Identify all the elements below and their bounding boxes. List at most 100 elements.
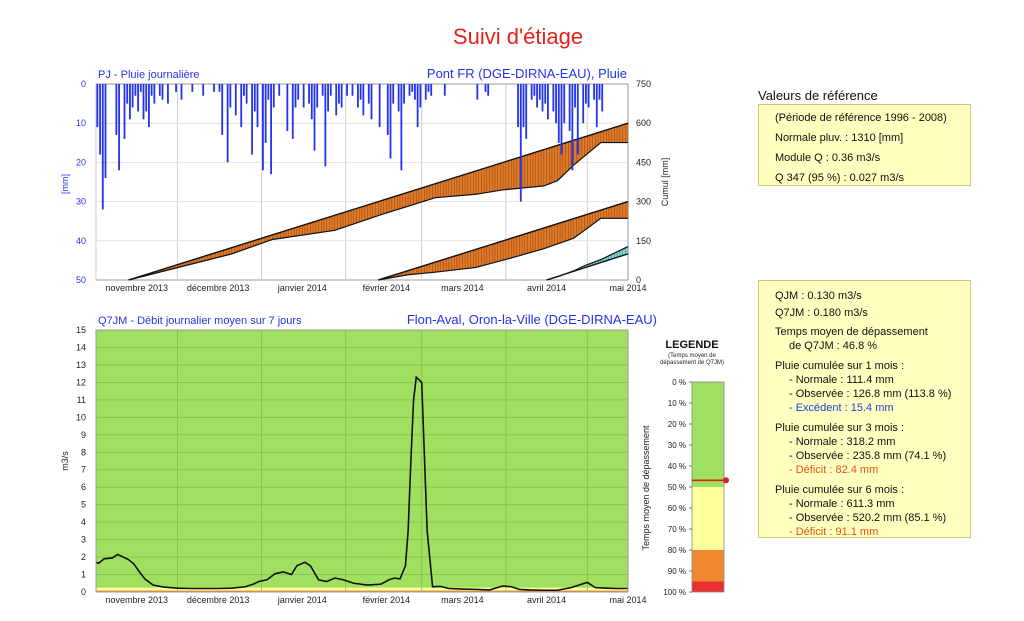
rain-cumul-deficit-area — [486, 244, 490, 265]
flow-ytick-label: 5 — [81, 500, 86, 510]
rain-cumul-deficit-area — [478, 247, 482, 267]
legend-tick-label: 30 % — [668, 441, 686, 450]
flow-ylabel: m3/s — [60, 451, 70, 471]
rain-bar — [175, 84, 177, 92]
rain-bar — [153, 84, 156, 104]
rain-cumul-deficit-area — [500, 240, 504, 262]
rain-cumul-deficit-area — [494, 242, 498, 263]
rain-cumul-deficit-area — [527, 232, 531, 254]
rain-ytick-label: 20 — [76, 157, 86, 167]
rain-cumul-deficit-area — [470, 249, 474, 269]
rain-cumul-deficit-area — [570, 218, 574, 240]
rain-cumul-deficit-area — [524, 154, 528, 188]
rain-xtick-label: avril 2014 — [527, 283, 566, 293]
rain-cumul-deficit-area — [383, 198, 387, 215]
rain-cumul-deficit-area — [334, 214, 338, 231]
rain-bar — [148, 84, 150, 128]
rain-cumul-deficit-area — [391, 196, 395, 212]
rain-cumul-deficit-area — [454, 176, 458, 197]
rain-bar — [245, 84, 248, 104]
rain-bar — [427, 84, 430, 92]
rain-bar — [180, 84, 183, 100]
rain-cumul-deficit-area — [424, 186, 428, 202]
legend-tick-label: 40 % — [668, 462, 686, 471]
rain-cumul-deficit-area — [538, 228, 542, 251]
rain-cumul-deficit-area — [388, 197, 393, 213]
stat-temps-depassement: Temps moyen de dépassement de Q7JM : 46.… — [775, 325, 970, 353]
rain-bar — [145, 84, 148, 112]
rain-cumul-deficit-area — [310, 221, 314, 235]
legend-band — [692, 487, 724, 550]
rain-bar — [134, 84, 137, 96]
rain-ytick-right-label: 300 — [636, 197, 651, 207]
rain-ytick-right-label: 450 — [636, 157, 651, 167]
rain-cumul-deficit-area — [429, 184, 433, 200]
rain-cumul-deficit-area — [331, 214, 336, 231]
rain-cumul-deficit-area — [440, 259, 444, 272]
rain-bar — [552, 84, 555, 112]
rain-bar — [286, 84, 289, 132]
flow-xtick-label: janvier 2014 — [277, 595, 327, 605]
rain-cumul-deficit-area — [483, 167, 488, 194]
flow-xtick-label: février 2014 — [363, 595, 411, 605]
rain-cumul-deficit-area — [554, 145, 558, 182]
rain-bar — [359, 84, 362, 100]
legend-title: LEGENDE — [665, 339, 718, 351]
rain-bar — [270, 84, 272, 175]
rain-bar — [253, 84, 256, 112]
reference-period: (Période de référence 1996 - 2008) — [775, 112, 947, 124]
rain-cumul-deficit-area — [481, 168, 485, 194]
rain-bar — [362, 84, 365, 116]
rain-cumul-deficit-area — [440, 180, 444, 198]
flow-zone-yellow — [96, 587, 628, 591]
rain-ylabel-right: Cumul [mm] — [660, 158, 670, 207]
rain-cumul-deficit-area — [551, 224, 555, 247]
rain-cumul-deficit-area — [546, 147, 550, 186]
rain-bar — [541, 84, 544, 112]
rain-cumul-deficit-area — [521, 233, 526, 256]
rain-cumul-deficit-area — [546, 226, 550, 248]
rain-bar — [338, 84, 340, 104]
rain-cumul-deficit-area — [492, 164, 496, 192]
rain-chart-title-left: PJ - Pluie journalière — [98, 69, 200, 81]
rain-bar — [568, 84, 571, 132]
flow-plot-frame — [95, 329, 629, 593]
flow-xtick-label: avril 2014 — [527, 595, 566, 605]
legend-tick-label: 10 % — [668, 399, 686, 408]
rain-cumul-deficit-area — [464, 173, 469, 196]
flow-xtick-label: mai 2014 — [609, 595, 646, 605]
rain-bar — [544, 84, 547, 104]
rain-bar — [256, 84, 259, 128]
rain-bar — [221, 84, 224, 135]
rain-bar — [424, 84, 427, 100]
rain-cumul-deficit-area — [432, 183, 436, 199]
flow-ytick-label: 8 — [81, 447, 86, 457]
rain-bar — [587, 84, 590, 108]
stat-1m-normale: - Normale : 111.4 mm — [789, 374, 894, 386]
rain-bar — [538, 84, 541, 100]
stat-3m-deficit: - Déficit : 82.4 mm — [789, 464, 879, 476]
rain-cumul-deficit-area — [321, 218, 325, 233]
flow-ytick-label: 9 — [81, 430, 86, 440]
rain-bar — [571, 84, 574, 171]
rain-bar — [416, 84, 419, 128]
rain-cumul-deficit-area — [467, 172, 471, 196]
rain-bar — [595, 84, 598, 128]
flow-ytick-label: 1 — [81, 570, 86, 580]
rain-bar — [294, 84, 297, 108]
legend-band — [692, 550, 724, 582]
stat-3m-normale: - Normale : 318.2 mm — [789, 436, 896, 448]
rain-cumul-deficit-area — [549, 225, 553, 247]
rain-cumul-deficit-area — [345, 210, 349, 227]
rain-cumul-deficit-area — [478, 168, 482, 195]
legend-tick-label: 20 % — [668, 420, 686, 429]
rain-cumul-deficit-area — [402, 192, 406, 209]
legend-tick-label: 0 % — [672, 378, 686, 387]
rain-cumul-deficit-area — [581, 214, 585, 233]
rain-bar — [357, 84, 359, 108]
rain-bar — [574, 84, 576, 108]
rain-cumul-deficit-area — [576, 216, 580, 237]
rain-cumul-deficit-area — [489, 243, 493, 265]
rain-cumul-deficit-area — [315, 220, 319, 234]
rain-cumul-deficit-area — [524, 232, 528, 255]
